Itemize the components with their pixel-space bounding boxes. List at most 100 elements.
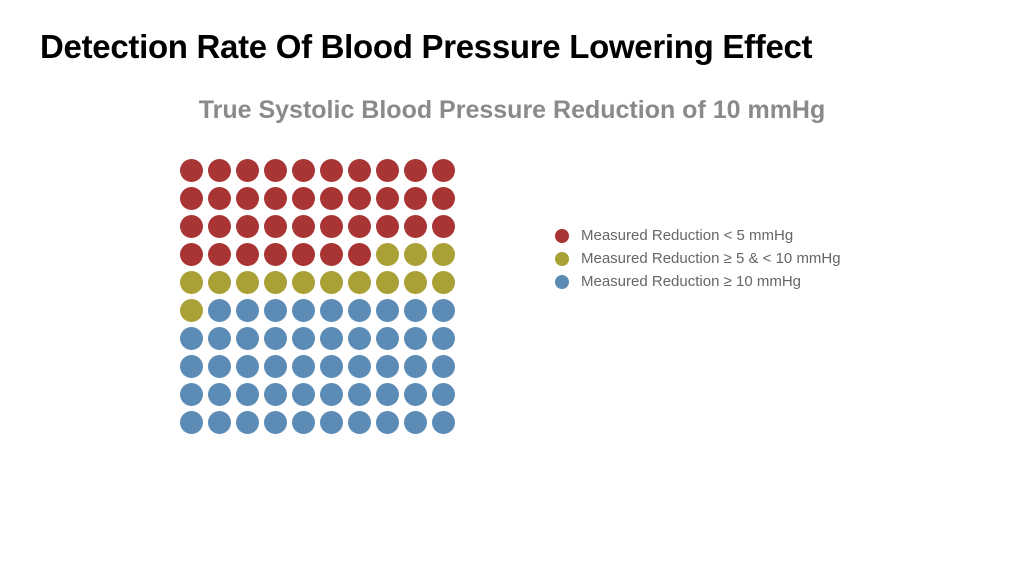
dot-mid (292, 271, 315, 294)
dot-high (320, 327, 343, 350)
dot-high (320, 383, 343, 406)
dot-low (292, 159, 315, 182)
dot-mid (432, 243, 455, 266)
dot-high (264, 327, 287, 350)
dot-high (348, 411, 371, 434)
dot-high (264, 299, 287, 322)
dot-low (348, 243, 371, 266)
dot-low (180, 243, 203, 266)
dot-high (180, 411, 203, 434)
dot-high (376, 383, 399, 406)
legend-label: Measured Reduction ≥ 5 & < 10 mmHg (581, 250, 841, 267)
dot-low (376, 215, 399, 238)
dot-mid (376, 243, 399, 266)
dot-low (348, 215, 371, 238)
dot-low (180, 215, 203, 238)
dot-high (348, 355, 371, 378)
dot-high (404, 383, 427, 406)
dot-low (404, 187, 427, 210)
dot-high (180, 355, 203, 378)
dot-grid-wrap (180, 159, 455, 434)
dot-low (292, 243, 315, 266)
dot-low (264, 187, 287, 210)
dot-low (432, 159, 455, 182)
dot-low (236, 215, 259, 238)
dot-high (208, 299, 231, 322)
dot-low (432, 215, 455, 238)
dot-low (208, 187, 231, 210)
page-title: Detection Rate Of Blood Pressure Lowerin… (40, 28, 984, 66)
dot-low (264, 215, 287, 238)
dot-mid (348, 271, 371, 294)
legend-label: Measured Reduction ≥ 10 mmHg (581, 273, 801, 290)
dot-low (208, 215, 231, 238)
dot-mid (180, 299, 203, 322)
dot-high (292, 299, 315, 322)
dot-low (432, 187, 455, 210)
dot-high (376, 327, 399, 350)
dot-high (264, 355, 287, 378)
dot-mid (264, 271, 287, 294)
dot-high (404, 299, 427, 322)
dot-low (236, 159, 259, 182)
dot-low (292, 187, 315, 210)
dot-low (180, 159, 203, 182)
dot-low (236, 187, 259, 210)
dot-high (208, 411, 231, 434)
dot-high (292, 383, 315, 406)
infographic-container: Detection Rate Of Blood Pressure Lowerin… (0, 0, 1024, 434)
dot-high (376, 411, 399, 434)
legend-dot-icon (555, 252, 569, 266)
dot-high (348, 383, 371, 406)
page-subtitle: True Systolic Blood Pressure Reduction o… (40, 96, 984, 125)
dot-matrix-chart (180, 159, 455, 434)
dot-mid (236, 271, 259, 294)
dot-low (236, 243, 259, 266)
dot-low (264, 243, 287, 266)
dot-high (264, 411, 287, 434)
legend-item-low: Measured Reduction < 5 mmHg (555, 227, 841, 244)
dot-mid (376, 271, 399, 294)
legend-dot-icon (555, 275, 569, 289)
dot-high (376, 299, 399, 322)
dot-high (432, 355, 455, 378)
dot-high (236, 383, 259, 406)
dot-low (376, 159, 399, 182)
content-row: Measured Reduction < 5 mmHg Measured Red… (40, 159, 984, 434)
dot-high (348, 327, 371, 350)
dot-high (264, 383, 287, 406)
dot-high (208, 355, 231, 378)
dot-low (404, 159, 427, 182)
dot-low (320, 243, 343, 266)
dot-high (376, 355, 399, 378)
dot-high (208, 383, 231, 406)
dot-low (320, 187, 343, 210)
dot-high (320, 355, 343, 378)
dot-high (320, 411, 343, 434)
dot-high (180, 383, 203, 406)
dot-mid (404, 243, 427, 266)
dot-high (236, 355, 259, 378)
dot-low (404, 215, 427, 238)
dot-high (292, 411, 315, 434)
legend-item-high: Measured Reduction ≥ 10 mmHg (555, 273, 841, 290)
dot-low (320, 159, 343, 182)
dot-high (432, 299, 455, 322)
dot-low (292, 215, 315, 238)
dot-high (208, 327, 231, 350)
dot-high (432, 383, 455, 406)
dot-mid (180, 271, 203, 294)
dot-low (376, 187, 399, 210)
legend: Measured Reduction < 5 mmHg Measured Red… (555, 227, 841, 296)
dot-mid (208, 271, 231, 294)
dot-high (348, 299, 371, 322)
dot-mid (320, 271, 343, 294)
legend-label: Measured Reduction < 5 mmHg (581, 227, 793, 244)
dot-mid (404, 271, 427, 294)
dot-low (180, 187, 203, 210)
dot-high (404, 327, 427, 350)
dot-high (432, 327, 455, 350)
dot-mid (432, 271, 455, 294)
dot-low (208, 159, 231, 182)
dot-high (236, 411, 259, 434)
